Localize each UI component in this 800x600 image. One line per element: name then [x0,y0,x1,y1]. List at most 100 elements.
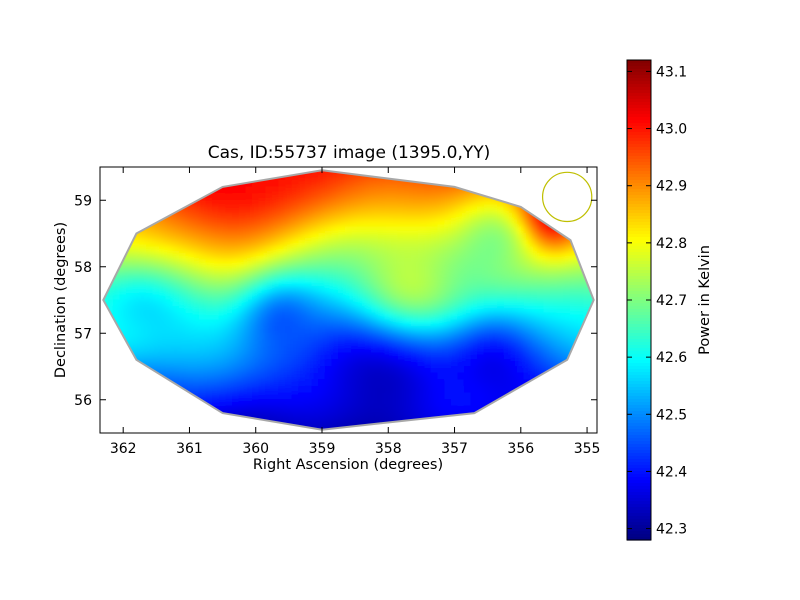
heatmap-cell [311,319,320,328]
heatmap-cell [238,239,247,248]
heatmap-cell [205,392,214,401]
heatmap-cell [344,392,353,401]
heatmap-cell [298,213,306,221]
heatmap-cell [285,213,293,221]
heatmap-cell [311,312,320,321]
colorbar-band [627,471,651,475]
heatmap-cell [364,279,373,288]
heatmap-cell [410,399,419,407]
heatmap-cell [278,193,287,201]
heatmap-cell [556,332,565,341]
heatmap-cell [145,346,154,354]
heatmap-cell [477,233,485,241]
heatmap-cell [536,246,545,254]
heatmap-cell [218,346,227,354]
heatmap-cell [185,326,194,334]
heatmap-cell [271,213,280,221]
heatmap-cell [391,306,399,314]
heatmap-cell [364,405,373,414]
heatmap-cell [397,179,406,188]
colorbar-band [627,336,651,340]
heatmap-cell [437,213,446,221]
heatmap-cell [324,286,333,294]
heatmap-cell [245,379,253,387]
heatmap-cell [503,306,512,314]
heatmap-cell [251,385,260,394]
heatmap-cell [404,332,412,341]
heatmap-cell [516,299,525,308]
heatmap-cell [304,252,313,261]
heatmap-cell [437,259,446,268]
heatmap-cell [364,306,373,314]
heatmap-cell [145,266,154,274]
heatmap-cell [212,372,220,381]
heatmap-cell [218,272,227,281]
heatmap-cell [536,239,545,248]
heatmap-cell [377,279,386,288]
heatmap-cell [470,219,479,228]
heatmap-cell [371,213,379,221]
heatmap-cell [516,366,525,374]
heatmap-cell [152,352,161,361]
colorbar-band [627,312,651,316]
heatmap-cell [457,186,465,195]
heatmap-cell [179,272,187,281]
heatmap-cell [225,399,234,407]
heatmap-cell [304,233,313,241]
heatmap-cell [377,292,386,301]
heatmap-cell [278,219,287,228]
heatmap-cell [258,286,267,294]
heatmap-cell [212,272,220,281]
heatmap-cell [477,385,485,394]
colorbar-band [627,204,651,208]
heatmap-cell [212,239,220,248]
heatmap-cell [132,319,141,328]
heatmap-cell [351,306,359,314]
heatmap-cell [198,372,207,381]
heatmap-cell [192,292,200,301]
heatmap-cell [179,379,187,387]
heatmap-cell [251,306,260,314]
heatmap-cell [357,405,366,414]
colorbar-band [627,324,651,328]
heatmap-cell [318,419,326,427]
heatmap-cell [404,193,412,201]
x-axis-label: Right Ascension (degrees) [253,457,443,473]
heatmap-cell [179,213,187,221]
heatmap-cell [152,279,161,288]
heatmap-cell [397,292,406,301]
heatmap-cell [324,312,333,321]
heatmap-cell [331,279,340,288]
heatmap-cell [311,199,320,208]
heatmap-cell [497,199,505,208]
heatmap-cell [192,272,200,281]
heatmap-cell [298,272,306,281]
heatmap-cell [192,359,200,367]
heatmap-cell [205,199,214,208]
heatmap-cell [218,372,227,381]
heatmap-cell [198,306,207,314]
heatmap-cell [298,199,306,208]
heatmap-cell [318,312,326,321]
heatmap-cell [304,339,313,348]
heatmap-cell [543,306,552,314]
heatmap-cell [285,419,293,427]
heatmap-cell [338,339,346,348]
colorbar-band [627,234,651,238]
heatmap-cell [364,339,373,348]
heatmap-cell [437,306,446,314]
heatmap-cell [331,219,340,228]
heatmap-cell [304,292,313,301]
heatmap-cell [298,372,306,381]
heatmap-cell [417,199,426,208]
heatmap-cell [477,286,485,294]
heatmap-cell [397,379,406,387]
colorbar-band [627,384,651,388]
heatmap-cell [344,339,353,348]
heatmap-cell [450,319,459,328]
heatmap-cell [291,332,300,341]
heatmap-cell [238,392,247,401]
heatmap-cell [391,385,399,394]
heatmap-cell [371,226,379,234]
heatmap-cell [225,312,234,321]
